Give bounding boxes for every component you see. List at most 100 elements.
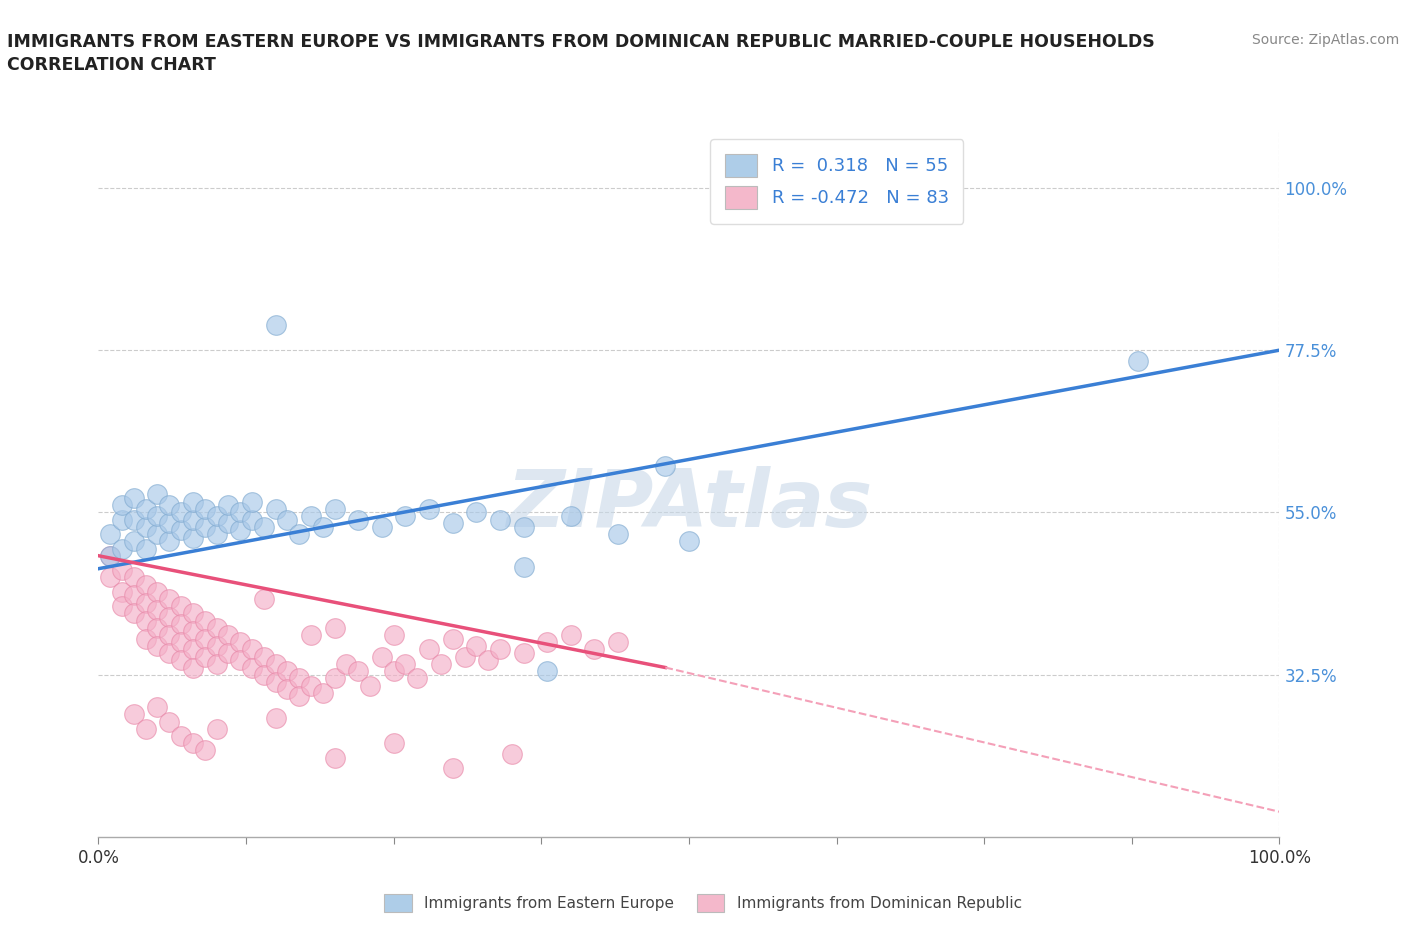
Point	[312, 520, 335, 535]
Point	[194, 613, 217, 628]
Point	[181, 512, 204, 527]
Point	[654, 458, 676, 473]
Point	[536, 664, 558, 679]
Point	[170, 599, 193, 614]
Point	[441, 631, 464, 646]
Point	[170, 653, 193, 668]
Point	[98, 549, 121, 564]
Point	[157, 714, 180, 729]
Point	[135, 631, 157, 646]
Point	[122, 570, 145, 585]
Point	[418, 501, 440, 516]
Point	[406, 671, 429, 685]
Point	[347, 664, 370, 679]
Point	[299, 678, 322, 693]
Point	[465, 638, 488, 653]
Point	[276, 664, 298, 679]
Point	[607, 635, 630, 650]
Point	[122, 588, 145, 603]
Point	[205, 638, 228, 653]
Point	[288, 689, 311, 704]
Point	[501, 747, 523, 762]
Point	[181, 606, 204, 621]
Point	[146, 584, 169, 599]
Point	[229, 505, 252, 520]
Point	[205, 657, 228, 671]
Point	[98, 570, 121, 585]
Point	[181, 624, 204, 639]
Point	[135, 520, 157, 535]
Text: ZIPAtlas: ZIPAtlas	[506, 466, 872, 544]
Point	[312, 685, 335, 700]
Point	[264, 711, 287, 725]
Legend: R =  0.318   N = 55, R = -0.472   N = 83: R = 0.318 N = 55, R = -0.472 N = 83	[710, 140, 963, 223]
Point	[323, 620, 346, 635]
Point	[240, 494, 263, 509]
Point	[98, 549, 121, 564]
Point	[253, 649, 276, 664]
Point	[489, 512, 512, 527]
Point	[146, 526, 169, 541]
Point	[170, 505, 193, 520]
Point	[205, 620, 228, 635]
Point	[288, 671, 311, 685]
Point	[253, 591, 276, 606]
Point	[276, 682, 298, 697]
Point	[181, 530, 204, 545]
Point	[288, 526, 311, 541]
Point	[335, 657, 357, 671]
Point	[122, 512, 145, 527]
Point	[135, 501, 157, 516]
Point	[111, 541, 134, 556]
Point	[111, 512, 134, 527]
Point	[347, 512, 370, 527]
Point	[111, 563, 134, 578]
Point	[217, 498, 239, 512]
Point	[323, 751, 346, 765]
Point	[146, 699, 169, 714]
Point	[111, 498, 134, 512]
Point	[560, 628, 582, 643]
Point	[382, 664, 405, 679]
Point	[512, 559, 534, 574]
Point	[157, 498, 180, 512]
Point	[170, 617, 193, 631]
Point	[146, 487, 169, 502]
Point	[229, 523, 252, 538]
Point	[146, 509, 169, 524]
Point	[205, 722, 228, 737]
Point	[264, 674, 287, 689]
Point	[135, 595, 157, 610]
Point	[253, 668, 276, 683]
Point	[135, 722, 157, 737]
Point	[135, 541, 157, 556]
Point	[323, 501, 346, 516]
Point	[678, 534, 700, 549]
Point	[146, 603, 169, 618]
Point	[560, 509, 582, 524]
Point	[489, 642, 512, 657]
Point	[217, 516, 239, 531]
Point	[430, 657, 453, 671]
Point	[253, 520, 276, 535]
Point	[240, 660, 263, 675]
Point	[194, 649, 217, 664]
Point	[418, 642, 440, 657]
Point	[276, 512, 298, 527]
Text: Source: ZipAtlas.com: Source: ZipAtlas.com	[1251, 33, 1399, 46]
Text: CORRELATION CHART: CORRELATION CHART	[7, 56, 217, 73]
Point	[453, 649, 475, 664]
Point	[111, 599, 134, 614]
Point	[217, 645, 239, 660]
Point	[181, 736, 204, 751]
Point	[194, 501, 217, 516]
Point	[170, 728, 193, 743]
Point	[122, 534, 145, 549]
Point	[122, 491, 145, 506]
Point	[217, 628, 239, 643]
Point	[512, 645, 534, 660]
Point	[371, 649, 394, 664]
Point	[299, 628, 322, 643]
Point	[536, 635, 558, 650]
Point	[264, 317, 287, 332]
